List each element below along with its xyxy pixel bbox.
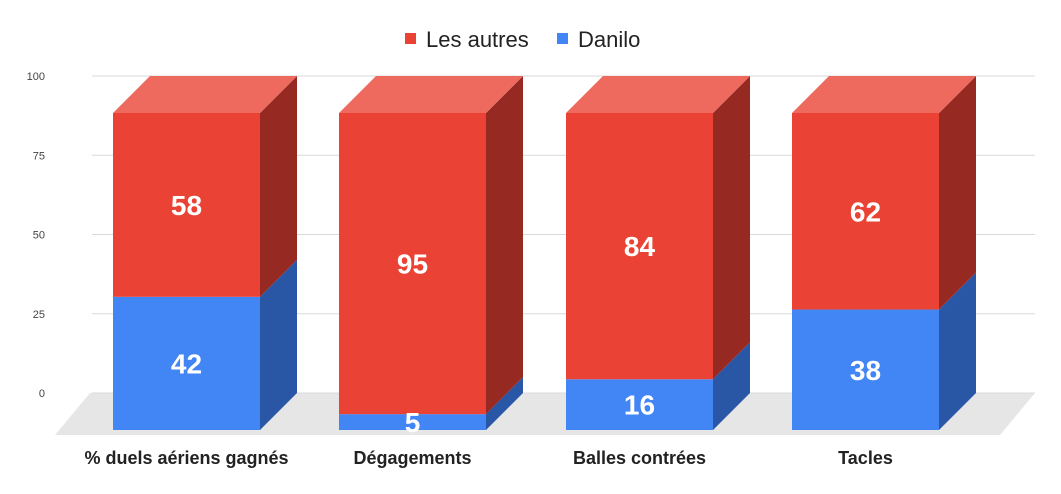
data-label: 38 — [850, 355, 881, 386]
bar-segment — [113, 113, 260, 297]
x-tick-label: Balles contrées — [573, 448, 706, 468]
bar-side — [939, 76, 976, 310]
legend-label: Danilo — [578, 27, 640, 52]
data-label: 62 — [850, 196, 881, 227]
data-label: 84 — [624, 231, 656, 262]
data-label: 95 — [397, 249, 428, 280]
bar-side — [713, 76, 750, 380]
bar-side — [260, 259, 297, 430]
bar-segment — [792, 113, 939, 310]
bar-segment — [566, 379, 713, 430]
x-tick-label: % duels aériens gagnés — [84, 448, 288, 468]
chart-floor — [55, 393, 1035, 435]
y-tick-label: 75 — [33, 150, 45, 162]
bar-top — [113, 76, 297, 113]
y-tick-label: 100 — [27, 71, 45, 83]
bar-segment — [113, 296, 260, 430]
bar-top — [566, 76, 750, 113]
y-tick-label: 25 — [33, 309, 45, 321]
legend-label: Les autres — [426, 27, 529, 52]
y-axis-ticks: 0 25 50 75 100 — [27, 71, 45, 400]
bar-side — [486, 377, 523, 430]
bar-side — [939, 272, 976, 430]
x-tick-label: Dégagements — [353, 448, 471, 468]
bar-top — [339, 76, 523, 113]
legend: Les autres Danilo — [405, 27, 640, 52]
y-tick-label: 0 — [39, 388, 45, 400]
data-label: 16 — [624, 390, 655, 421]
legend-swatch — [557, 33, 568, 44]
x-tick-label: Tacles — [838, 448, 893, 468]
bar-top — [792, 76, 976, 113]
bar-segment — [792, 309, 939, 430]
bar-segment — [339, 414, 486, 430]
bar-side — [260, 76, 297, 297]
y-tick-label: 50 — [33, 230, 45, 242]
bar-segment — [566, 113, 713, 380]
bars — [113, 76, 976, 430]
bar-side — [486, 76, 523, 415]
bar-segment — [339, 113, 486, 415]
data-label: 42 — [171, 348, 202, 379]
bar-side — [713, 342, 750, 430]
data-labels: 42 58 5 95 16 84 38 62 — [171, 190, 881, 438]
x-axis-labels: % duels aériens gagnés Dégagements Balles … — [84, 448, 892, 468]
data-label: 5 — [405, 407, 421, 438]
legend-swatch — [405, 33, 416, 44]
data-label: 58 — [171, 190, 202, 221]
